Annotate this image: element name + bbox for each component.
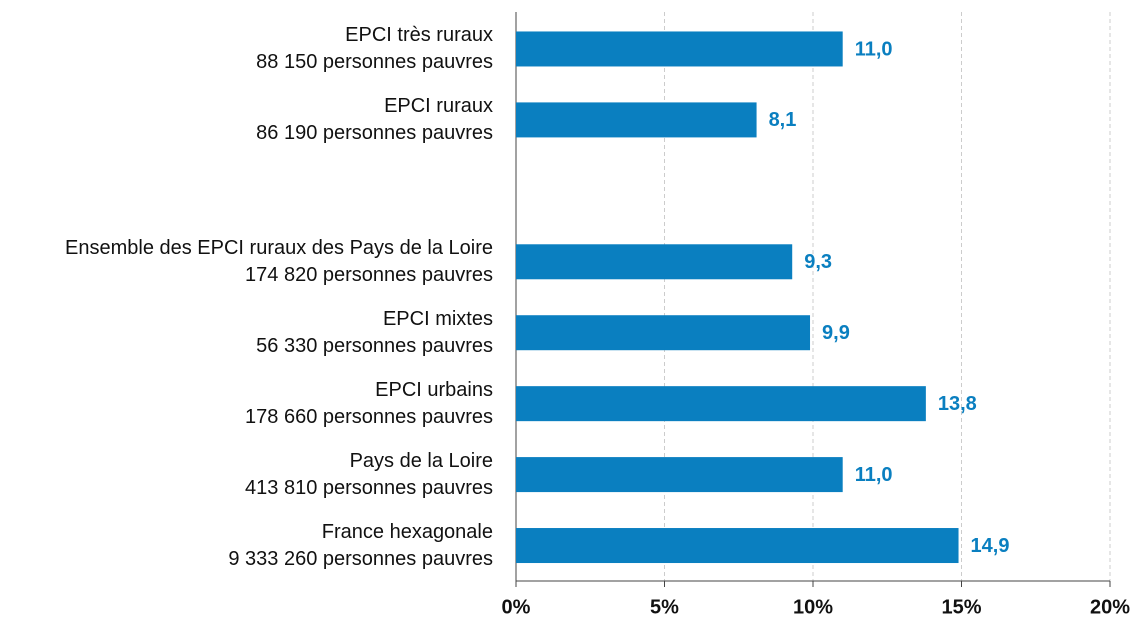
value-label: 9,9 <box>822 322 850 344</box>
bar <box>516 457 843 493</box>
x-tick-label: 0% <box>502 596 531 618</box>
x-tick-label: 5% <box>650 596 679 618</box>
y-tick-label: France hexagonale 9 333 260 personnes pa… <box>228 520 493 570</box>
value-label: 11,0 <box>855 38 893 60</box>
value-label: 9,3 <box>804 251 832 273</box>
value-label: 11,0 <box>855 464 893 486</box>
y-tick-label: Pays de la Loire 413 810 personnes pauvr… <box>245 449 493 499</box>
y-tick-label: EPCI mixtes 56 330 personnes pauvres <box>256 307 493 357</box>
y-tick-label: EPCI ruraux 86 190 personnes pauvres <box>256 94 493 144</box>
bar <box>516 102 757 138</box>
x-tick-label: 10% <box>793 596 833 618</box>
value-label: 13,8 <box>938 393 977 415</box>
bar <box>516 244 793 280</box>
bar <box>516 528 959 564</box>
x-tick-label: 20% <box>1090 596 1130 618</box>
bar <box>516 386 926 422</box>
x-tick-label: 15% <box>941 596 981 618</box>
y-tick-label: EPCI urbains 178 660 personnes pauvres <box>245 378 493 428</box>
value-label: 8,1 <box>769 109 797 131</box>
value-label: 14,9 <box>971 535 1010 557</box>
y-tick-label: Ensemble des EPCI ruraux des Pays de la … <box>65 236 493 286</box>
bar <box>516 315 811 351</box>
bar <box>516 31 843 67</box>
y-tick-label: EPCI très ruraux 88 150 personnes pauvre… <box>256 23 493 73</box>
